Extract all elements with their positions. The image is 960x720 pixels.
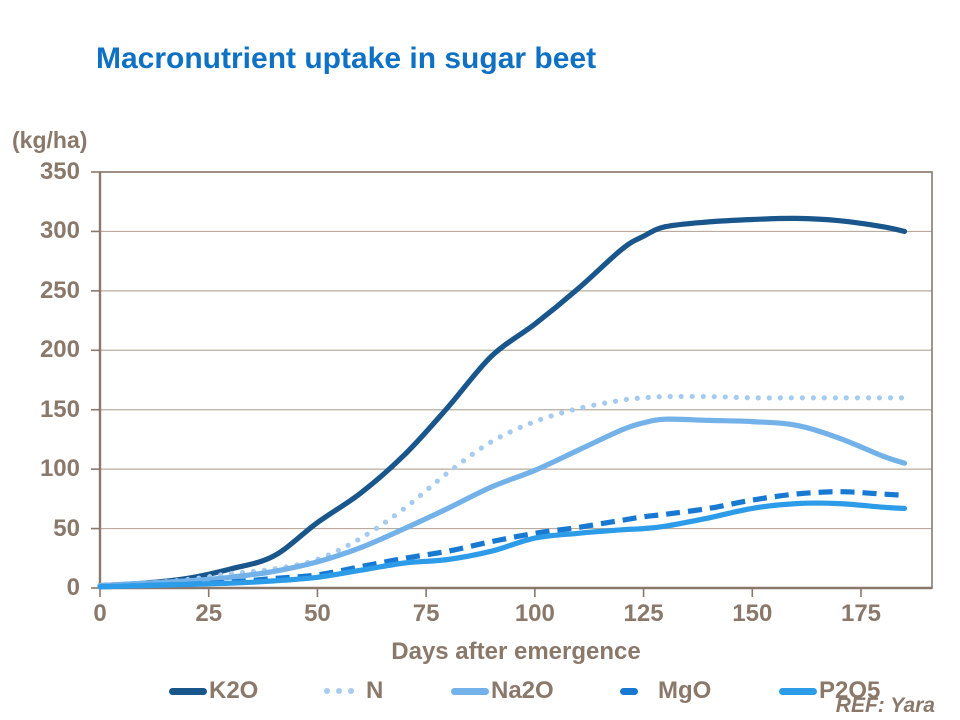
chart-title: Macronutrient uptake in sugar beet: [96, 42, 597, 75]
y-tick-label: 100: [39, 455, 80, 483]
legend-item-MgO: MgO: [620, 677, 712, 704]
legend-swatch-Na2O: [451, 687, 489, 695]
x-tick-label: 150: [732, 600, 773, 627]
x-tick-label: 50: [304, 600, 331, 627]
legend-item-Na2O: Na2O: [451, 677, 554, 704]
legend-item-K2O: K2O: [169, 677, 259, 704]
legend-label: N: [366, 677, 384, 704]
series-line-P2O5: [97, 500, 908, 590]
legend-swatch-N: [324, 688, 354, 694]
x-tick-label: 0: [93, 600, 107, 627]
series-line-N: [97, 393, 908, 589]
x-tick-label: 100: [514, 600, 555, 627]
x-tick-label: 125: [623, 600, 664, 627]
y-tick-label: 200: [39, 336, 80, 364]
y-tick-label: 0: [66, 574, 80, 601]
legend-item-N: N: [324, 677, 384, 704]
legend-label: MgO: [658, 677, 712, 704]
legend-swatch-MgO: [620, 687, 638, 695]
series-line-K2O: [97, 215, 908, 589]
y-axis-unit-label: (kg/ha): [12, 127, 88, 153]
x-tick-label: 25: [195, 600, 223, 627]
x-tick-label: 175: [840, 600, 882, 627]
series-line-Na2O: [97, 416, 908, 589]
x-axis-title: Days after emergence: [391, 638, 641, 665]
legend-label: P2O5: [819, 677, 881, 704]
y-tick-label: 350: [39, 158, 80, 185]
reference-text: REF: Yara: [835, 694, 935, 717]
y-tick-label: 50: [53, 514, 80, 542]
legend-swatch-P2O5: [779, 687, 817, 695]
y-tick-label: 150: [39, 395, 80, 423]
plot-border: [99, 171, 933, 589]
axes: [98, 172, 932, 590]
x-tick-label: 75: [412, 600, 440, 627]
y-tick-label: 300: [39, 217, 80, 245]
legend-label: Na2O: [491, 677, 554, 704]
legend-item-P2O5: P2O5: [779, 677, 881, 704]
legend-swatch-K2O: [169, 687, 207, 695]
legend-label: K2O: [209, 677, 259, 704]
y-tick-label: 250: [39, 276, 80, 304]
